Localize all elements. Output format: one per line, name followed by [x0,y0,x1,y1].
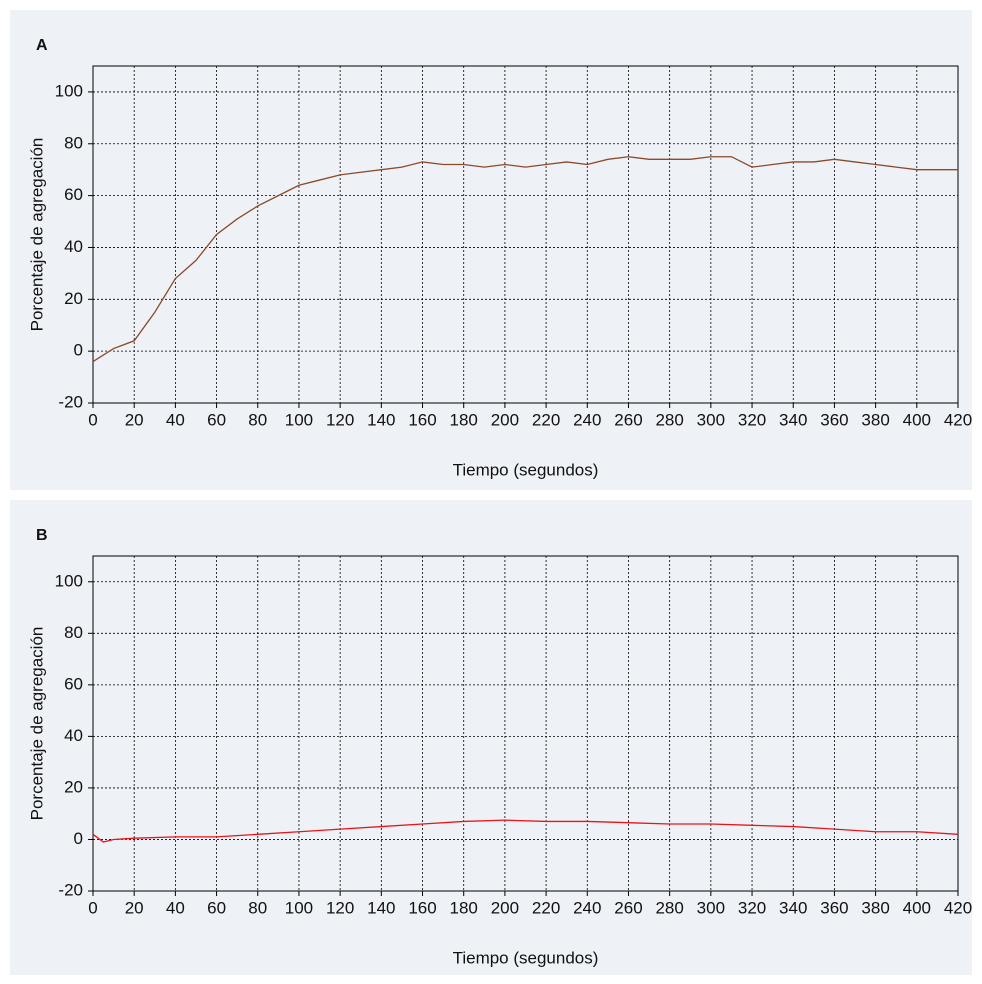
x-tick-label: 320 [738,410,766,429]
x-tick-label: 20 [125,410,144,429]
y-tick-label: 0 [74,341,83,360]
x-tick-label: 80 [248,898,267,917]
y-tick-label: 20 [64,289,83,308]
y-tick-label: 40 [64,237,83,256]
x-tick-label: 220 [532,898,560,917]
x-tick-label: 220 [532,410,560,429]
x-tick-label: 60 [207,410,226,429]
y-tick-label: -20 [58,880,83,899]
panel-label: B [36,527,48,544]
x-tick-label: 200 [491,410,519,429]
x-tick-label: 300 [697,898,725,917]
x-tick-label: 400 [903,410,931,429]
panel-background [10,500,972,975]
x-tick-label: 60 [207,898,226,917]
plot-frame [92,555,959,892]
y-tick-label: 80 [64,133,83,152]
x-tick-label: 140 [367,410,395,429]
x-tick-label: 300 [697,410,725,429]
data-line [92,819,959,843]
x-tick-label: 380 [861,410,889,429]
x-tick-label: 180 [450,410,478,429]
x-tick-label: 240 [573,410,601,429]
x-tick-label: 420 [944,410,972,429]
y-tick-label: 80 [64,623,83,642]
x-tick-label: 80 [248,410,267,429]
x-tick-label: 260 [614,410,642,429]
x-tick-label: 20 [125,898,144,917]
y-tick-label: 0 [74,829,83,848]
y-tick-label: -20 [58,392,83,411]
y-tick-label: 60 [64,185,83,204]
x-tick-label: 420 [944,898,972,917]
x-axis-label: Tiempo (segundos) [453,460,599,479]
x-tick-label: 240 [573,898,601,917]
x-tick-label: 160 [408,410,436,429]
x-axis-label: Tiempo (segundos) [453,948,599,967]
y-tick-label: 60 [64,674,83,693]
x-tick-label: 200 [491,898,519,917]
panel-background [10,10,972,490]
x-tick-label: 340 [779,898,807,917]
y-tick-label: 20 [64,777,83,796]
x-tick-label: 280 [655,898,683,917]
y-tick-label: 40 [64,726,83,745]
x-tick-label: 180 [450,898,478,917]
x-tick-label: 100 [285,410,313,429]
x-tick-label: 340 [779,410,807,429]
plot-frame [92,65,959,404]
x-tick-label: 120 [326,898,354,917]
x-tick-label: 0 [88,410,97,429]
x-tick-label: 360 [820,898,848,917]
x-tick-label: 40 [166,410,185,429]
x-tick-label: 400 [903,898,931,917]
x-tick-label: 260 [614,898,642,917]
x-tick-label: 320 [738,898,766,917]
x-tick-label: 100 [285,898,313,917]
y-axis-label: Porcentaje de agregación [27,138,46,332]
panel-label: A [36,37,48,54]
x-tick-label: 160 [408,898,436,917]
y-axis-label: Porcentaje de agregación [27,627,46,821]
data-line [92,156,958,363]
x-tick-label: 280 [655,410,683,429]
y-tick-label: 100 [55,571,83,590]
x-tick-label: 40 [166,898,185,917]
x-tick-label: 380 [861,898,889,917]
x-tick-label: 360 [820,410,848,429]
y-tick-label: 100 [55,81,83,100]
x-tick-label: 0 [88,898,97,917]
x-tick-label: 140 [367,898,395,917]
x-tick-label: 120 [326,410,354,429]
